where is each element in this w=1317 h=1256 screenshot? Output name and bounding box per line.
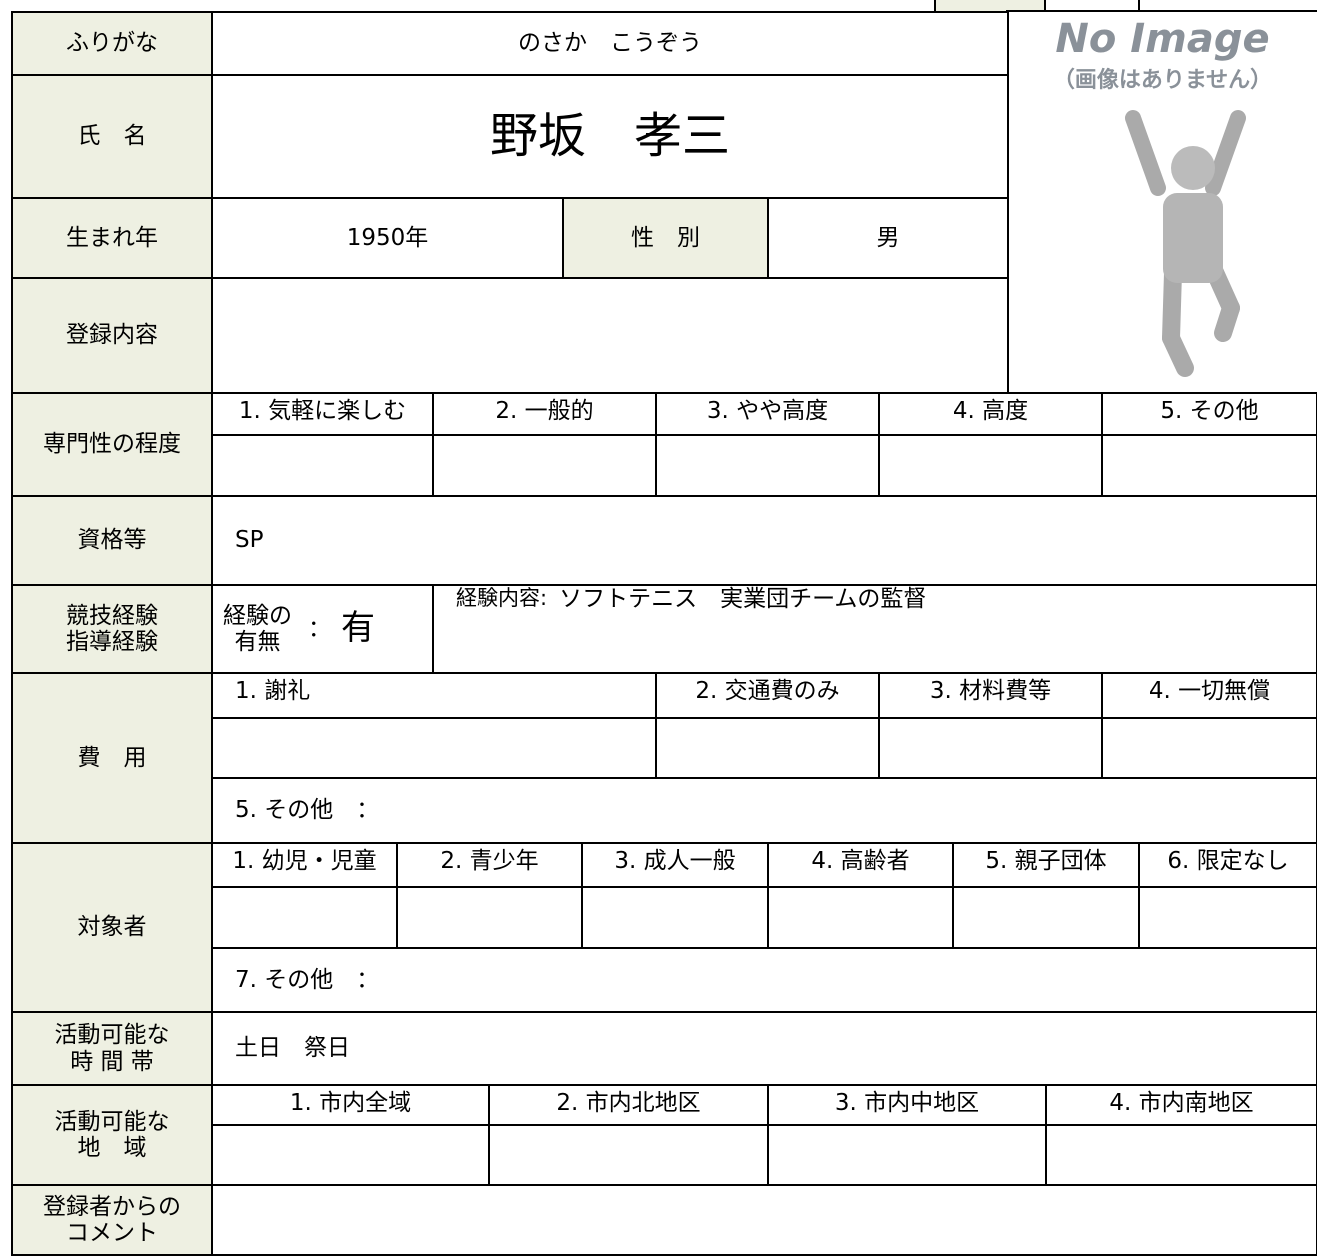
figure (1124, 110, 1246, 377)
option-label: 4. 高度 (878, 392, 1103, 436)
target-other: 7. その他 ： (211, 947, 1317, 1013)
option-cell (432, 434, 657, 497)
option-cell (211, 886, 398, 949)
image-caption: （画像はありません） (1052, 68, 1273, 93)
option-label: 2. 交通費のみ (655, 672, 880, 719)
row-label: 氏 名 (11, 74, 213, 199)
text-line: 地 域 (77, 1135, 147, 1161)
row-label: 資格等 (11, 495, 213, 586)
option-cell (767, 1124, 1047, 1186)
option-cell (1138, 886, 1317, 949)
sex-label: 性 別 (562, 197, 769, 279)
hours: 土日 祭日 (211, 1011, 1317, 1086)
text-line: 指導経験 (66, 629, 158, 655)
option-label: 4. 高齢者 (767, 842, 954, 888)
content: ソフトテニス 実業団チームの監督 (559, 586, 927, 612)
text-line: 時 間 帯 (70, 1048, 154, 1075)
option-cell (581, 886, 769, 949)
name: 野坂 孝三 (211, 74, 1009, 199)
row-label: 生まれ年 (11, 197, 213, 279)
row-label: 費 用 (11, 672, 213, 844)
has-value: 有 (341, 608, 375, 649)
row-label: 専門性の程度 (11, 392, 213, 497)
option-label: 2. 青少年 (396, 842, 583, 888)
registration (211, 277, 1009, 394)
birth: 1950年 (211, 197, 564, 279)
option-cell (211, 717, 657, 779)
option-label: 3. 市内中地区 (767, 1084, 1047, 1126)
fee-other: 5. その他 ： (211, 777, 1317, 844)
text-line: コメント (66, 1220, 158, 1246)
option-label: 5. 親子団体 (952, 842, 1140, 888)
option-cell (1045, 1124, 1317, 1186)
option-cell (1101, 717, 1317, 779)
option-label: 4. 市内南地区 (1045, 1084, 1317, 1126)
sex: 男 (767, 197, 1009, 279)
option-label: 3. 材料費等 (878, 672, 1103, 719)
has-label: 経験の 有無 (223, 603, 292, 656)
image-box: No Image （画像はありません） (1006, 10, 1317, 395)
experience-has: 経験の 有無 ： 有 (211, 584, 434, 674)
option-cell (878, 717, 1103, 779)
qualification: SP (211, 495, 1317, 586)
experience-content: 経験内容: ソフトテニス 実業団チームの監督 (432, 584, 1317, 674)
comment (211, 1184, 1317, 1256)
row-label: 登録内容 (11, 277, 213, 394)
option-cell (655, 717, 880, 779)
option-label: 1. 幼児・児童 (211, 842, 398, 888)
option-cell (655, 434, 880, 497)
option-cell (878, 434, 1103, 497)
text-line: 競技経験 (66, 602, 158, 629)
text-line: 有無 (234, 629, 281, 655)
option-cell (767, 886, 954, 949)
colon: ： (308, 615, 331, 642)
image-title: No Image (1055, 16, 1270, 62)
option-label: 1. 謝礼 (211, 672, 657, 719)
option-cell (396, 886, 583, 949)
option-label: 4. 一切無償 (1101, 672, 1317, 719)
content_label: 経験内容: (456, 586, 548, 610)
text-line: 活動可能な (54, 1108, 170, 1135)
option-cell (211, 434, 434, 497)
option-label: 3. 成人一般 (581, 842, 769, 888)
option-cell (952, 886, 1140, 949)
row-label: ふりがな (11, 11, 213, 76)
text-line: 登録者からの (43, 1193, 181, 1220)
option-label: 6. 限定なし (1138, 842, 1317, 888)
option-cell (1101, 434, 1317, 497)
row-label: 対象者 (11, 842, 213, 1013)
row-label: 登録者からの コメント (11, 1184, 213, 1256)
option-cell (211, 1124, 490, 1186)
row-label: 活動可能な地 域 (11, 1084, 213, 1186)
row-label: 競技経験 指導経験 (11, 584, 213, 674)
text-line: 経験の (223, 602, 292, 629)
option-label: 1. 市内全域 (211, 1084, 490, 1126)
text-line: 活動可能な (54, 1022, 170, 1049)
option-label: 2. 市内北地区 (488, 1084, 769, 1126)
row-label: 活動可能な時 間 帯 (11, 1011, 213, 1086)
option-label: 1. 気軽に楽しむ (211, 392, 434, 436)
option-label: 3. やや高度 (655, 392, 880, 436)
furigana: のさか こうぞう (211, 11, 1009, 76)
option-label: 2. 一般的 (432, 392, 657, 436)
option-cell (488, 1124, 769, 1186)
option-label: 5. その他 (1101, 392, 1317, 436)
